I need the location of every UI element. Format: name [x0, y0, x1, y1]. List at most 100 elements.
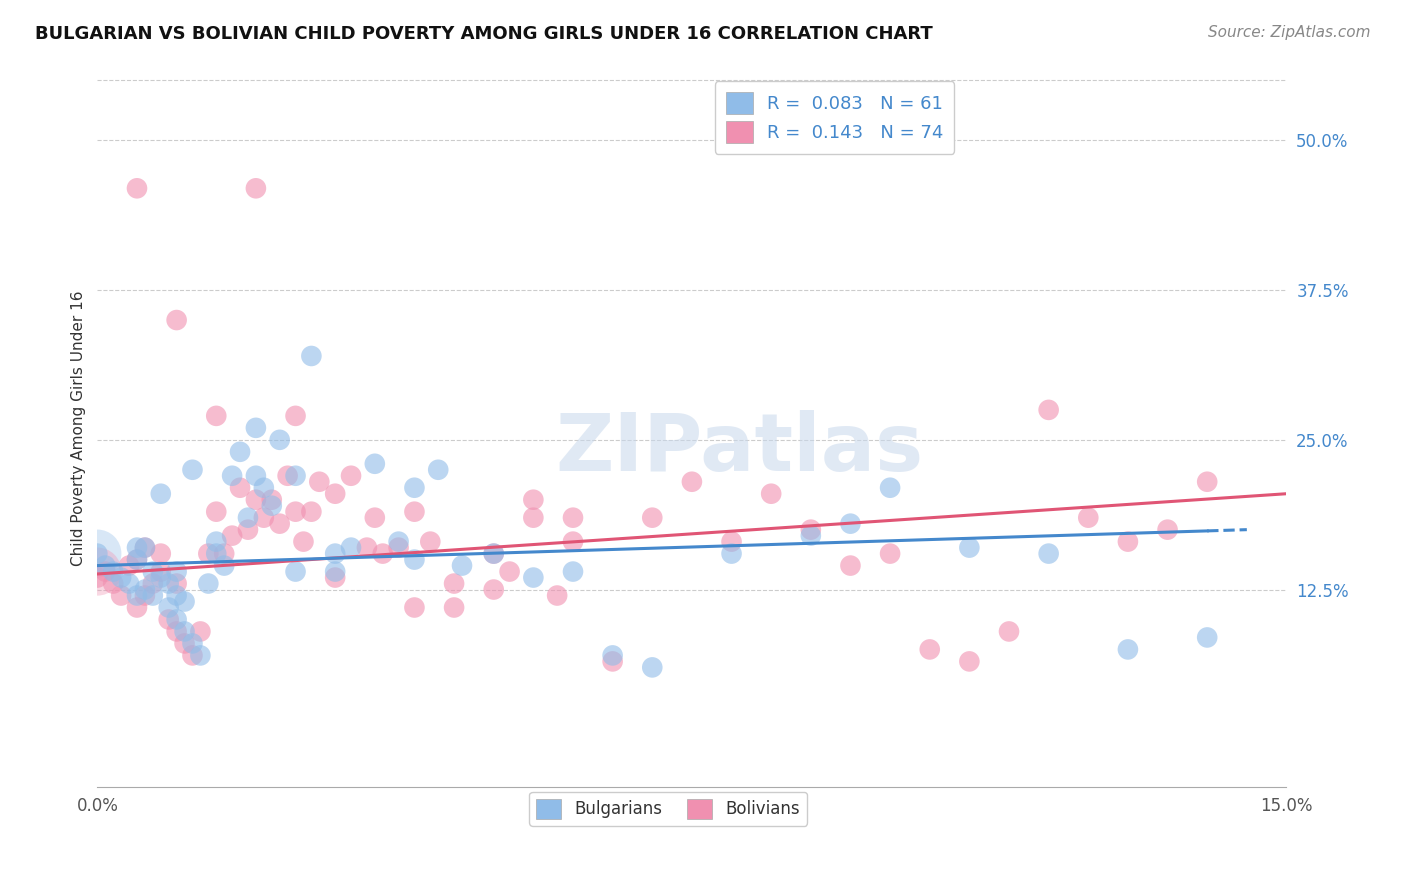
Point — [340, 541, 363, 555]
Point — [269, 433, 291, 447]
Point — [110, 589, 132, 603]
Point — [86, 547, 108, 561]
Point — [125, 589, 148, 603]
Point — [498, 565, 520, 579]
Point — [562, 510, 585, 524]
Point — [419, 534, 441, 549]
Point — [404, 481, 426, 495]
Y-axis label: Child Poverty Among Girls Under 16: Child Poverty Among Girls Under 16 — [72, 290, 86, 566]
Point — [118, 558, 141, 573]
Point — [284, 409, 307, 423]
Point — [125, 541, 148, 555]
Point — [1116, 642, 1139, 657]
Point — [1197, 631, 1219, 645]
Point — [260, 492, 283, 507]
Point — [190, 648, 212, 663]
Point — [245, 421, 267, 435]
Point — [253, 481, 276, 495]
Point — [149, 486, 172, 500]
Point — [94, 558, 117, 573]
Point — [205, 547, 228, 561]
Point — [482, 582, 505, 597]
Point — [1197, 475, 1219, 489]
Point — [125, 552, 148, 566]
Point — [260, 499, 283, 513]
Point — [387, 534, 409, 549]
Point — [323, 565, 346, 579]
Point — [957, 654, 980, 668]
Point — [839, 558, 862, 573]
Point — [229, 445, 252, 459]
Point — [197, 547, 219, 561]
Point — [720, 534, 742, 549]
Point — [197, 576, 219, 591]
Point — [149, 570, 172, 584]
Point — [681, 475, 703, 489]
Point — [118, 576, 141, 591]
Point — [142, 565, 165, 579]
Point — [181, 648, 204, 663]
Point — [157, 600, 180, 615]
Point — [245, 492, 267, 507]
Point — [134, 541, 156, 555]
Point — [546, 589, 568, 603]
Point — [404, 600, 426, 615]
Point — [602, 654, 624, 668]
Point — [166, 313, 188, 327]
Point — [173, 594, 195, 608]
Point — [451, 558, 474, 573]
Point — [103, 565, 125, 579]
Point — [205, 409, 228, 423]
Point — [371, 547, 394, 561]
Legend: Bulgarians, Bolivians: Bulgarians, Bolivians — [529, 792, 807, 826]
Point — [562, 534, 585, 549]
Point — [134, 589, 156, 603]
Point — [1038, 547, 1060, 561]
Point — [641, 510, 664, 524]
Point — [181, 636, 204, 650]
Point — [957, 541, 980, 555]
Point — [482, 547, 505, 561]
Point — [284, 565, 307, 579]
Point — [245, 181, 267, 195]
Point — [134, 541, 156, 555]
Point — [759, 486, 782, 500]
Point — [103, 576, 125, 591]
Point — [720, 547, 742, 561]
Point — [387, 541, 409, 555]
Point — [173, 636, 195, 650]
Point — [522, 570, 544, 584]
Point — [879, 547, 901, 561]
Point — [323, 570, 346, 584]
Point — [86, 565, 108, 579]
Point — [879, 481, 901, 495]
Point — [166, 589, 188, 603]
Point — [142, 589, 165, 603]
Point — [323, 547, 346, 561]
Point — [236, 523, 259, 537]
Point — [522, 510, 544, 524]
Point — [284, 468, 307, 483]
Point — [125, 181, 148, 195]
Point — [205, 534, 228, 549]
Point — [253, 510, 276, 524]
Point — [998, 624, 1021, 639]
Point — [221, 468, 243, 483]
Point — [173, 624, 195, 639]
Point — [308, 475, 330, 489]
Point — [94, 565, 117, 579]
Point — [166, 612, 188, 626]
Point — [443, 600, 465, 615]
Point — [364, 510, 387, 524]
Point — [245, 468, 267, 483]
Point — [918, 642, 941, 657]
Point — [142, 576, 165, 591]
Point — [1038, 403, 1060, 417]
Point — [602, 648, 624, 663]
Point — [205, 505, 228, 519]
Point — [212, 547, 235, 561]
Point — [522, 492, 544, 507]
Point — [149, 565, 172, 579]
Point — [236, 510, 259, 524]
Point — [482, 547, 505, 561]
